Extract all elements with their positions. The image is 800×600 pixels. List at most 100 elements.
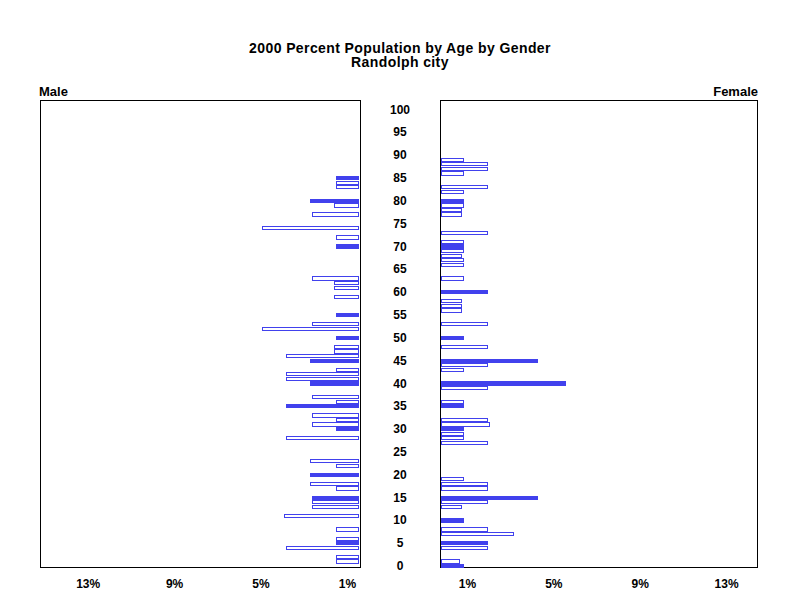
female-pct-tick-1: 1% (435, 577, 499, 591)
bar-male-20 (310, 473, 360, 477)
age-tick-45: 45 (360, 354, 440, 368)
bar-male-80 (310, 199, 360, 203)
bar-female-39 (441, 386, 489, 390)
bar-male-72 (336, 235, 360, 239)
chart-subtitle: Randolph city (0, 54, 800, 70)
bar-female-68 (441, 254, 463, 258)
bar-female-10 (441, 518, 465, 522)
bar-female-0 (441, 564, 465, 568)
bar-male-50 (336, 336, 360, 340)
age-tick-50: 50 (360, 331, 440, 345)
bar-female-82 (441, 190, 465, 194)
age-tick-5: 5 (360, 536, 440, 550)
bar-male-63 (312, 276, 360, 280)
age-tick-30: 30 (360, 422, 440, 436)
bar-female-17 (441, 486, 489, 490)
bar-male-74 (262, 226, 359, 230)
bar-male-18 (310, 482, 360, 486)
age-tick-90: 90 (360, 148, 440, 162)
bar-female-27 (441, 441, 489, 445)
bar-male-59 (334, 295, 360, 299)
bar-male-22 (336, 464, 360, 468)
bar-male-47 (334, 349, 360, 353)
age-tick-0: 0 (360, 559, 440, 573)
bar-female-78 (441, 208, 463, 212)
bar-male-2 (336, 555, 360, 559)
bar-female-48 (441, 345, 489, 349)
bar-male-46 (286, 354, 359, 358)
bar-female-14 (441, 500, 489, 504)
age-tick-60: 60 (360, 285, 440, 299)
bar-female-73 (441, 231, 489, 235)
age-tick-55: 55 (360, 308, 440, 322)
male-axis-label: Male (39, 84, 68, 99)
bar-male-30 (336, 427, 360, 431)
bar-female-57 (441, 304, 463, 308)
bar-female-89 (441, 158, 465, 162)
bar-female-53 (441, 322, 489, 326)
bar-male-62 (334, 281, 360, 285)
bar-female-43 (441, 368, 465, 372)
bar-female-18 (441, 482, 489, 486)
bar-female-8 (441, 527, 489, 531)
male-pct-tick-5: 5% (229, 577, 293, 591)
age-tick-80: 80 (360, 194, 440, 208)
bar-female-86 (441, 171, 465, 175)
population-pyramid-page: 2000 Percent Population by Age by Gender… (0, 0, 800, 600)
bar-male-41 (286, 377, 359, 381)
bar-female-31 (441, 422, 491, 426)
bar-male-84 (336, 181, 360, 185)
bar-male-52 (262, 327, 359, 331)
bar-female-7 (441, 532, 514, 536)
age-tick-65: 65 (360, 262, 440, 276)
bar-female-36 (441, 400, 465, 404)
bar-female-30 (441, 427, 465, 431)
bar-male-55 (336, 313, 360, 317)
bar-male-77 (312, 212, 360, 216)
bar-male-79 (334, 203, 360, 207)
bar-female-50 (441, 336, 465, 340)
bar-female-28 (441, 436, 465, 440)
age-tick-100: 100 (360, 103, 440, 117)
bar-male-4 (286, 546, 359, 550)
bar-male-14 (312, 500, 360, 504)
bar-female-35 (441, 404, 465, 408)
age-tick-20: 20 (360, 468, 440, 482)
bar-male-13 (312, 505, 360, 509)
bar-female-58 (441, 299, 463, 303)
bar-male-53 (312, 322, 360, 326)
age-tick-25: 25 (360, 445, 440, 459)
male-pct-tick-13: 13% (56, 577, 120, 591)
bar-female-13 (441, 505, 463, 509)
bar-female-56 (441, 308, 463, 312)
bar-female-40 (441, 381, 566, 385)
bar-male-15 (312, 496, 360, 500)
bar-female-29 (441, 432, 465, 436)
age-tick-35: 35 (360, 399, 440, 413)
bar-male-45 (310, 359, 360, 363)
female-pct-tick-13: 13% (695, 577, 759, 591)
female-pct-tick-5: 5% (522, 577, 586, 591)
bar-male-6 (336, 537, 360, 541)
bar-male-70 (336, 244, 360, 248)
bar-male-28 (286, 436, 359, 440)
bar-female-19 (441, 477, 465, 481)
bar-male-48 (334, 345, 360, 349)
bar-male-33 (312, 413, 360, 417)
age-tick-15: 15 (360, 491, 440, 505)
bar-female-32 (441, 418, 489, 422)
bar-female-70 (441, 244, 465, 248)
bar-female-45 (441, 359, 538, 363)
bar-female-71 (441, 240, 465, 244)
bar-male-11 (284, 514, 360, 518)
bar-female-4 (441, 546, 489, 550)
bar-male-42 (286, 372, 359, 376)
age-tick-70: 70 (360, 240, 440, 254)
age-tick-75: 75 (360, 217, 440, 231)
male-pct-tick-9: 9% (143, 577, 207, 591)
bar-female-79 (441, 203, 465, 207)
bar-male-37 (312, 395, 360, 399)
bar-female-1 (441, 559, 460, 563)
female-axis-label: Female (713, 84, 758, 99)
male-pct-tick-1: 1% (315, 577, 379, 591)
